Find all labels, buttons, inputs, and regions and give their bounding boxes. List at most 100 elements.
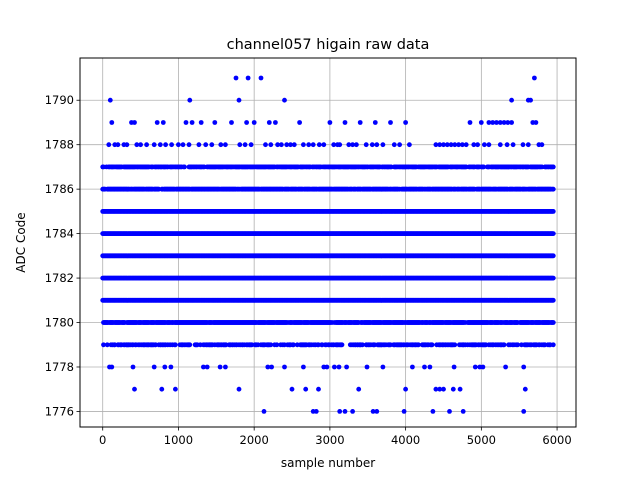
data-point [163,142,169,148]
data-point [550,231,556,237]
data-point [274,342,280,348]
data-point [291,142,297,148]
data-point [306,142,312,148]
data-point [337,142,343,148]
data-point [450,386,456,392]
data-point [457,386,463,392]
data-point [223,142,228,148]
data-point [301,364,306,370]
data-point [497,142,503,148]
data-point [463,142,469,148]
data-point [169,142,175,148]
data-point [310,142,316,148]
data-point [159,386,165,392]
data-point [196,142,202,148]
data-point [550,297,556,303]
data-point [269,364,274,370]
data-point [380,142,386,148]
data-point [101,342,106,348]
data-point [236,97,242,103]
data-point [337,409,343,414]
data-point [187,97,193,103]
data-point [342,409,348,414]
data-point [539,142,545,148]
data-point [176,142,181,148]
data-point [204,364,210,370]
data-point [107,97,113,103]
data-point [273,120,278,125]
data-point [248,142,254,148]
data-point [460,409,466,414]
data-point [501,342,507,348]
data-point [403,120,408,125]
data-point [510,142,516,148]
data-point [189,120,195,125]
data-point [354,142,359,148]
data-point [532,75,537,81]
data-point [297,120,302,125]
data-point [217,364,223,370]
data-point [475,142,480,148]
data-point [369,142,375,148]
data-point [357,120,363,125]
data-point [509,120,514,125]
data-point [550,209,556,214]
data-point [144,142,150,148]
data-point [198,120,204,125]
data-point [452,342,458,348]
data-point [258,75,264,81]
data-point [520,142,526,148]
data-point [233,75,239,81]
data-point [374,409,380,414]
data-point [109,364,115,370]
data-point [209,142,215,148]
data-point [363,142,369,148]
data-point [236,386,242,392]
data-point [374,142,380,148]
data-point [321,142,327,148]
data-point [360,342,365,348]
data-point [550,186,556,192]
data-point [168,364,174,370]
data-point [268,342,274,348]
data-point [416,342,421,348]
data-point [430,409,436,414]
data-point [268,142,274,148]
data-point [550,164,556,170]
data-point [244,120,250,125]
data-point [151,142,157,148]
data-point [467,120,473,125]
data-point [522,386,528,392]
data-point [313,409,319,414]
data-point [550,342,556,348]
data-point [151,364,157,370]
data-point [407,142,412,148]
data-point [525,142,531,148]
data-point [327,120,333,125]
data-point [478,120,484,125]
data-point [482,142,487,148]
data-point [154,120,160,125]
data-point [245,75,251,81]
data-point [203,142,209,148]
data-point [356,386,362,392]
data-point [218,142,224,148]
data-point [223,364,228,370]
data-point [289,386,295,392]
data-point [212,120,218,125]
data-point [533,120,539,125]
data-point [429,342,435,348]
data-point [509,97,514,103]
data-point [515,342,521,348]
data-point [162,364,168,370]
data-point [282,364,287,370]
data-point [403,386,408,392]
data-point [251,120,257,125]
data-point [182,164,187,170]
data-point [303,386,309,392]
data-point [550,275,556,281]
data-point [183,120,189,125]
data-point [266,120,272,125]
data-point [291,342,296,348]
